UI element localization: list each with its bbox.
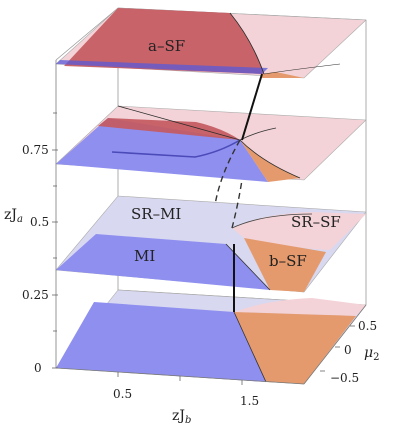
z-axis: 0 0.25 0.5 0.75 zJa	[4, 112, 58, 375]
label-sr-sf: SR–SF	[291, 213, 341, 231]
slice-4-boundary	[229, 12, 265, 75]
z-tick-05: 0.5	[30, 215, 49, 229]
y-axis-title: μ2	[364, 345, 379, 363]
x-axis-title: zJb	[172, 408, 191, 426]
x-axis-title-main: zJ	[172, 408, 185, 424]
x-axis-ticks	[117, 372, 243, 385]
x-tick-05: 0.5	[113, 387, 132, 401]
x-axis-title-sub: b	[185, 415, 191, 426]
slice-1-mi-region	[56, 302, 266, 382]
slice-1	[55, 289, 367, 385]
z-axis-title-main: zJ	[4, 207, 17, 223]
slice-3-a-sf-region	[98, 118, 240, 140]
slice-2-sr-sf-edge	[231, 213, 313, 229]
slice-3-dashed	[214, 139, 241, 206]
slice-3-mi-line	[111, 139, 241, 158]
z-axis-title: zJa	[4, 207, 23, 225]
y-tick-minus05: −0.5	[330, 371, 359, 385]
z-tick-075: 0.75	[22, 143, 49, 157]
slice-3-mi-region	[56, 118, 268, 182]
slice-4-front-band	[56, 60, 268, 74]
slice-4-a-sf-region	[64, 8, 264, 74]
transition-line-upper	[241, 73, 263, 141]
label-a-sf: a–SF	[148, 37, 185, 55]
slice-4-edge	[263, 63, 341, 75]
slice-1-b-sf-region	[234, 312, 356, 384]
label-mi: MI	[134, 247, 155, 265]
label-b-sf: b–SF	[269, 252, 307, 270]
transition-lines	[233, 73, 263, 312]
z-axis-ticks	[52, 112, 58, 369]
z-tick-0: 0	[34, 361, 42, 375]
z-axis-title-sub: a	[17, 214, 23, 225]
slice-2-mi-region	[56, 234, 270, 290]
x-tick-15: 1.5	[240, 394, 259, 408]
label-sr-mi: SR–MI	[131, 205, 181, 223]
slice-1-boundary	[233, 311, 267, 383]
slice-2-b-sf-region	[244, 238, 326, 292]
y-axis: 0.5 0 −0.5 μ2	[320, 319, 379, 385]
slice-2	[55, 179, 367, 293]
slice-3	[55, 105, 367, 206]
y-axis-title-sub: 2	[373, 352, 379, 363]
slice-2-dashed	[231, 179, 243, 229]
y-axis-title-main: μ	[364, 345, 373, 361]
x-axis: 0.5 1.5 zJb	[113, 372, 259, 426]
y-tick-0: 0	[344, 343, 352, 357]
slice-2-sr-sf-region	[232, 212, 366, 250]
slice-4	[55, 7, 367, 79]
y-axis-ticks	[320, 325, 355, 372]
slice-1-sr-sf-region	[234, 298, 366, 316]
z-tick-025: 0.25	[22, 288, 49, 302]
slice-3-boundary-a	[117, 105, 241, 141]
slice-3-boundary-b	[239, 139, 301, 179]
y-tick-05: 0.5	[358, 319, 377, 333]
region-labels: a–SF SR–MI SR–SF MI b–SF	[131, 37, 341, 270]
slice-4-b-sf-region	[260, 72, 304, 78]
